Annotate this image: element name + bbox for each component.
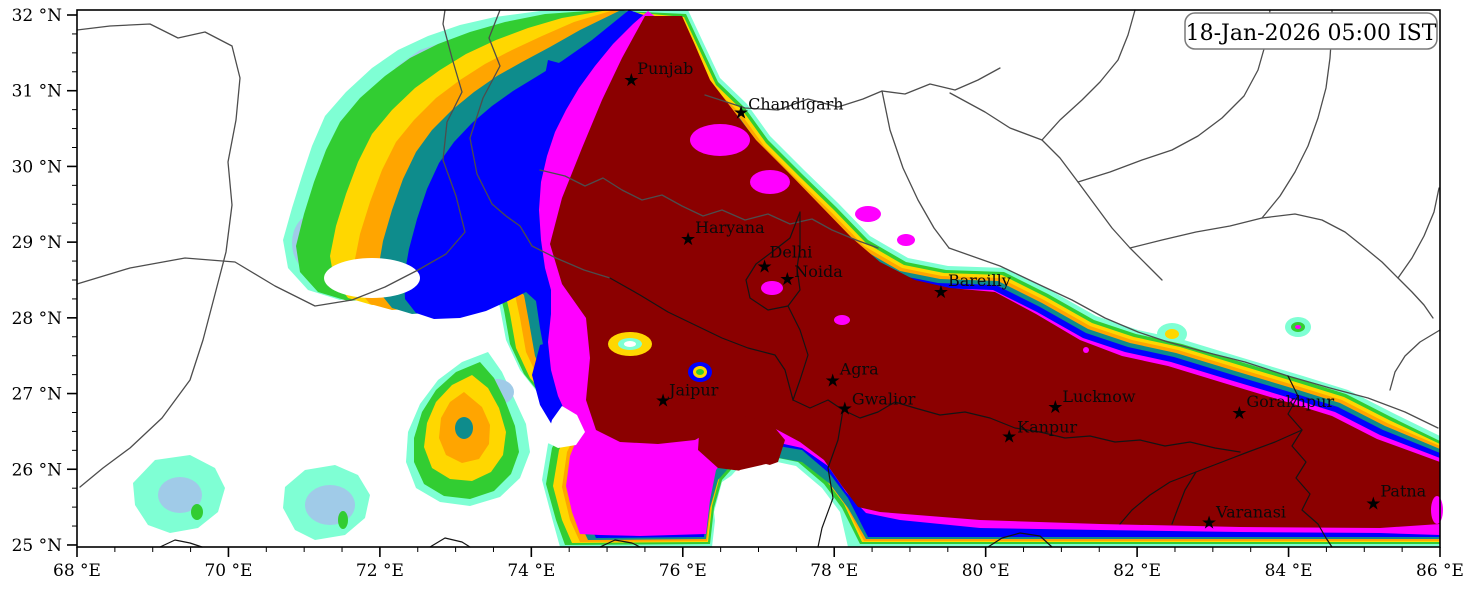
city-label: Lucknow xyxy=(1062,387,1136,406)
state-delhi-loop xyxy=(745,211,801,311)
city-label: Bareilly xyxy=(948,271,1011,290)
city-label: Punjab xyxy=(637,59,693,78)
border-uttarakhand xyxy=(881,90,950,249)
city-star-icon: ★ xyxy=(680,229,696,250)
y-tick-label: 27 °N xyxy=(12,385,63,405)
timestamp-box: 18-Jan-2026 05:00 IST xyxy=(1184,12,1438,50)
city-marker-delhi: ★Delhi xyxy=(756,242,812,277)
city-marker-chandigarh: ★Chandigarh xyxy=(733,95,844,124)
city-label: Gorakhpur xyxy=(1246,392,1334,411)
x-tick-label: 76 °E xyxy=(659,561,707,581)
city-marker-gorakhpur: ★Gorakhpur xyxy=(1231,392,1334,424)
border-punjab-haryana xyxy=(539,169,879,249)
x-tick-label: 70 °E xyxy=(204,561,252,581)
axes: 68 °E 70 °E 72 °E 74 °E 76 °E 78 °E 80 °E 82 °E… xyxy=(12,6,1464,581)
state-mp-border xyxy=(792,399,1241,453)
city-label: Jaipur xyxy=(667,380,719,399)
city-marker-bareilly: ★Bareilly xyxy=(933,271,1011,303)
fog-spot-feature-east-of-jaipur xyxy=(688,362,712,382)
border-mid-vertical xyxy=(469,9,611,279)
x-tick-label: 68 °E xyxy=(53,561,101,581)
y-tick-label: 26 °N xyxy=(12,460,63,480)
city-star-icon: ★ xyxy=(933,282,949,303)
fog-darkred-island-sw-agra xyxy=(698,415,785,472)
border-himachal xyxy=(704,67,1001,111)
border-nepal-3 xyxy=(1077,9,1271,183)
city-star-icon: ★ xyxy=(1231,403,1247,424)
city-label: Agra xyxy=(839,360,879,379)
city-star-icon: ★ xyxy=(655,390,671,411)
city-star-icon: ★ xyxy=(756,256,772,277)
city-markers: ★Punjab★Chandigarh★Haryana★Delhi★Noida★B… xyxy=(623,59,1426,533)
y-tick-label: 30 °N xyxy=(12,157,63,177)
x-tick-label: 74 °E xyxy=(507,561,555,581)
city-star-icon: ★ xyxy=(837,399,853,420)
clear-wedge-south xyxy=(714,464,822,547)
city-label: Varanasi xyxy=(1215,502,1286,521)
city-star-icon: ★ xyxy=(779,269,795,290)
border-west-2 xyxy=(76,9,466,307)
political-boundaries xyxy=(76,9,1441,488)
city-star-icon: ★ xyxy=(1047,397,1063,418)
x-tick-label: 86 °E xyxy=(1416,561,1464,581)
y-tick-label: 31 °N xyxy=(12,82,63,102)
x-tick-label: 72 °E xyxy=(356,561,404,581)
fog-magenta-intrusions xyxy=(690,124,1443,524)
state-boundaries-inside-fog xyxy=(159,211,1333,548)
border-nepal-4 xyxy=(1129,213,1434,319)
city-star-icon: ★ xyxy=(623,70,639,91)
city-marker-patna: ★Patna xyxy=(1365,481,1426,514)
city-marker-kanpur: ★ Kanpur xyxy=(1001,418,1077,448)
city-marker-varanasi: ★Varanasi xyxy=(1201,502,1286,533)
city-star-icon: ★ xyxy=(1201,512,1217,533)
city-marker-punjab: ★Punjab xyxy=(623,59,693,91)
y-tick-label: 28 °N xyxy=(12,309,63,329)
clear-air-holes xyxy=(287,258,822,547)
x-tick-label: 78 °E xyxy=(810,561,858,581)
border-nepal-7 xyxy=(1389,329,1441,391)
border-nepal-6 xyxy=(1397,187,1440,279)
state-up-bihar xyxy=(1287,375,1333,548)
border-nepal-2 xyxy=(1041,9,1136,141)
city-label: Haryana xyxy=(695,218,765,237)
y-tick-label: 29 °N xyxy=(12,233,63,253)
city-label: Noida xyxy=(794,262,843,281)
city-label: Kanpur xyxy=(1017,418,1077,437)
fog-band-darkred xyxy=(550,16,1440,528)
x-tick-label: 84 °E xyxy=(1265,561,1313,581)
timestamp-box-frame xyxy=(1184,12,1438,50)
city-star-icon: ★ xyxy=(825,371,841,392)
city-label: Patna xyxy=(1380,481,1426,500)
border-nepal-south xyxy=(948,247,1439,429)
y-tick-label: 32 °N xyxy=(12,6,63,26)
city-marker-jaipur: ★Jaipur xyxy=(655,380,719,411)
fog-eye-feature-jaipur xyxy=(608,332,652,356)
city-star-icon: ★ xyxy=(1001,427,1017,448)
city-marker-noida: ★Noida xyxy=(779,262,843,290)
city-star-icon: ★ xyxy=(733,103,749,124)
fog-contour-field xyxy=(133,10,1443,547)
city-marker-lucknow: ★Lucknow xyxy=(1047,387,1136,418)
x-tick-label: 80 °E xyxy=(962,561,1010,581)
city-marker-agra: ★Agra xyxy=(825,360,880,392)
city-marker-gwalior: ★Gwalior xyxy=(837,390,916,420)
border-west-1 xyxy=(76,23,241,488)
border-nepal-1 xyxy=(949,92,1163,281)
city-label: Delhi xyxy=(770,242,813,261)
timestamp-text: 18-Jan-2026 05:00 IST xyxy=(1186,21,1437,46)
y-tick-label: 25 °N xyxy=(12,536,63,556)
city-marker-haryana: ★Haryana xyxy=(680,218,765,250)
city-label: Chandigarh xyxy=(748,95,843,114)
x-tick-label: 82 °E xyxy=(1113,561,1161,581)
clear-notch-west xyxy=(546,406,585,448)
map-frame xyxy=(76,9,1441,548)
city-label: Gwalior xyxy=(852,390,916,409)
city-star-icon: ★ xyxy=(1365,493,1381,514)
fog-spot-ne-detail xyxy=(1165,322,1305,339)
